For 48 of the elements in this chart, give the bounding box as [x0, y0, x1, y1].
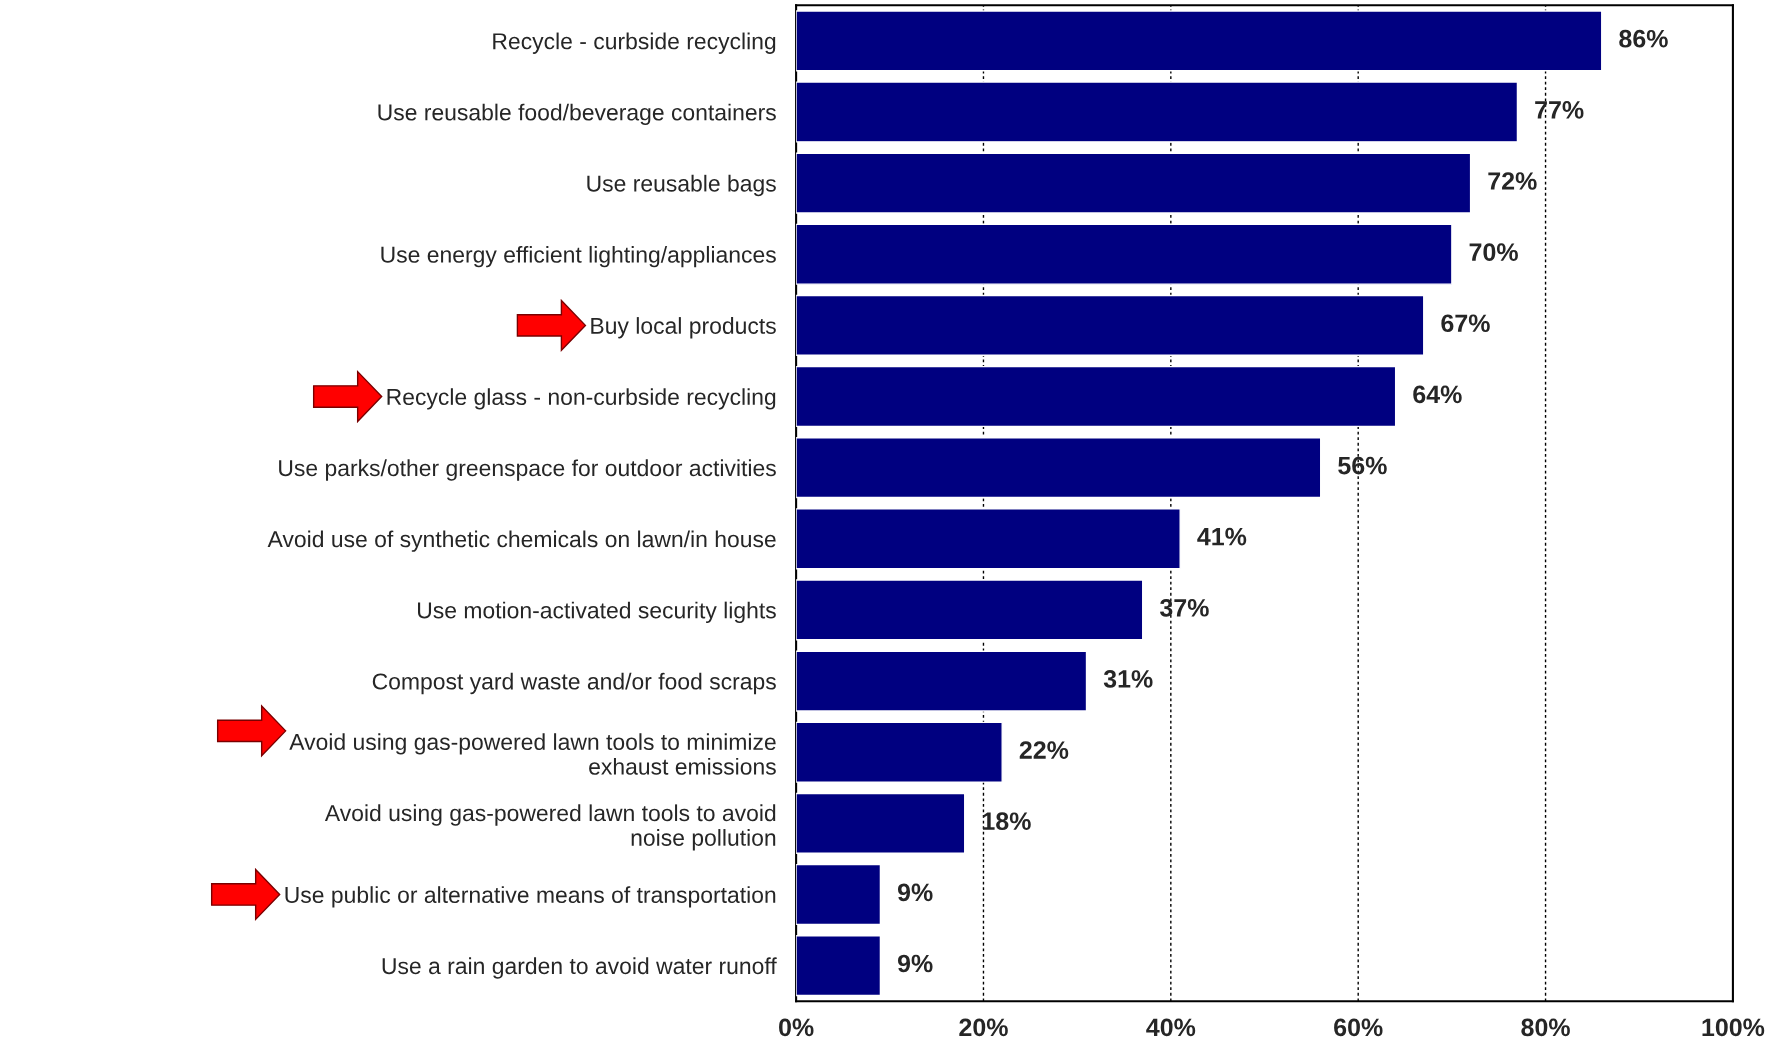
data-label: 31%: [1103, 670, 1153, 688]
bar: [796, 508, 1181, 570]
data-label: 64%: [1413, 385, 1462, 404]
data-label: 18%: [982, 812, 1031, 831]
y-tick-label: Use energy efficient lighting/appliances: [381, 245, 776, 268]
bar: [796, 437, 1322, 499]
bar: [796, 81, 1519, 143]
data-label: 41%: [1197, 527, 1247, 546]
bar: [796, 721, 1003, 783]
y-tick-label: Use motion-activated security lights: [418, 601, 776, 623]
y-tick-label: Use reusable food/beverage containers: [378, 103, 776, 126]
data-label: 70%: [1469, 243, 1518, 261]
data-label: 67%: [1441, 314, 1490, 333]
y-tick-label: Avoid use of synthetic chemicals on lawn/in house: [267, 530, 776, 552]
bar: [796, 223, 1453, 285]
x-tick-label: 100%: [1702, 1018, 1765, 1037]
data-label: 9%: [897, 954, 933, 973]
data-label: 56%: [1338, 456, 1387, 475]
y-tick-label: Recycle glass - non-curbside recycling: [387, 388, 776, 410]
x-tick-label: 40%: [1146, 1018, 1196, 1037]
bar: [796, 650, 1088, 712]
x-tick-label: 0%: [779, 1018, 814, 1037]
x-tick-label: 60%: [1334, 1018, 1383, 1037]
bar: [796, 10, 1603, 72]
bar: [796, 365, 1397, 428]
y-tick-label: Use public or alternative means of transportation: [285, 886, 776, 908]
y-tick-label: Buy local products: [591, 317, 776, 339]
y-tick-label: Avoid using gas-powered lawn tools to minimize exhaust emissions: [289, 733, 776, 775]
data-label: 37%: [1159, 598, 1209, 617]
y-tick-label: Use parks/other greenspace for outdoor activities: [279, 459, 776, 481]
data-label: 9%: [897, 883, 933, 902]
y-tick-label: Recycle - curbside recycling: [493, 32, 776, 54]
y-tick-label: Use a rain garden to avoid water runoff: [382, 957, 777, 979]
data-label: 77%: [1535, 101, 1584, 119]
data-label: 72%: [1488, 172, 1537, 190]
data-label: 22%: [1019, 741, 1069, 759]
y-tick-label: Avoid using gas-powered lawn tools to avoid noise pollution: [324, 804, 776, 851]
x-tick-label: 80%: [1521, 1018, 1570, 1037]
bar: [796, 152, 1472, 214]
data-label: 86%: [1619, 29, 1668, 48]
bar: [796, 579, 1144, 641]
bar: [796, 294, 1425, 356]
y-tick-label: Compost yard waste and/or food scraps: [372, 672, 776, 695]
bar: [796, 863, 882, 926]
bar: [796, 792, 966, 854]
bar: [796, 935, 882, 997]
x-tick-label: 20%: [959, 1018, 1008, 1037]
y-tick-label: Use reusable bags: [587, 174, 776, 197]
